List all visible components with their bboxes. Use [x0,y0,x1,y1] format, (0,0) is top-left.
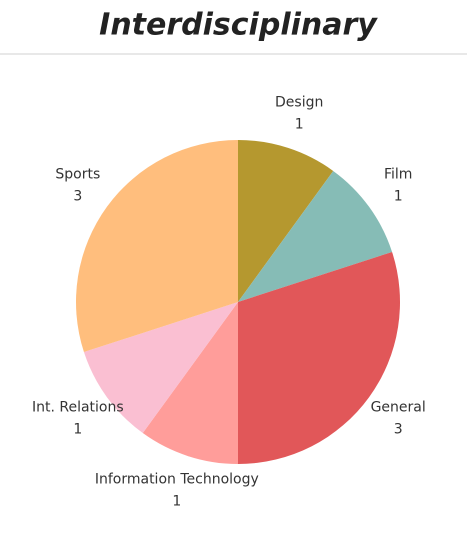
pie-slice [142,302,238,464]
pie-slice [75,140,238,353]
slice-label: Film [384,167,412,183]
pie-slice [83,302,239,434]
slice-value: 1 [172,493,181,509]
slice-value: 3 [394,421,403,437]
slice-label: Design [275,95,323,111]
slice-label: Information Technology [95,471,259,487]
pie-slice [238,251,401,464]
slice-label: Sports [55,167,100,183]
slice-label: Int. Relations [32,399,124,415]
slice-value: 1 [73,421,82,437]
slice-value: 1 [394,189,403,205]
slice-label: General [371,399,426,415]
slice-value: 3 [73,189,82,205]
chart-title: Interdisciplinary [99,8,378,43]
pie-slice [238,170,393,302]
pie-slice [238,140,334,302]
slice-value: 1 [295,117,304,133]
